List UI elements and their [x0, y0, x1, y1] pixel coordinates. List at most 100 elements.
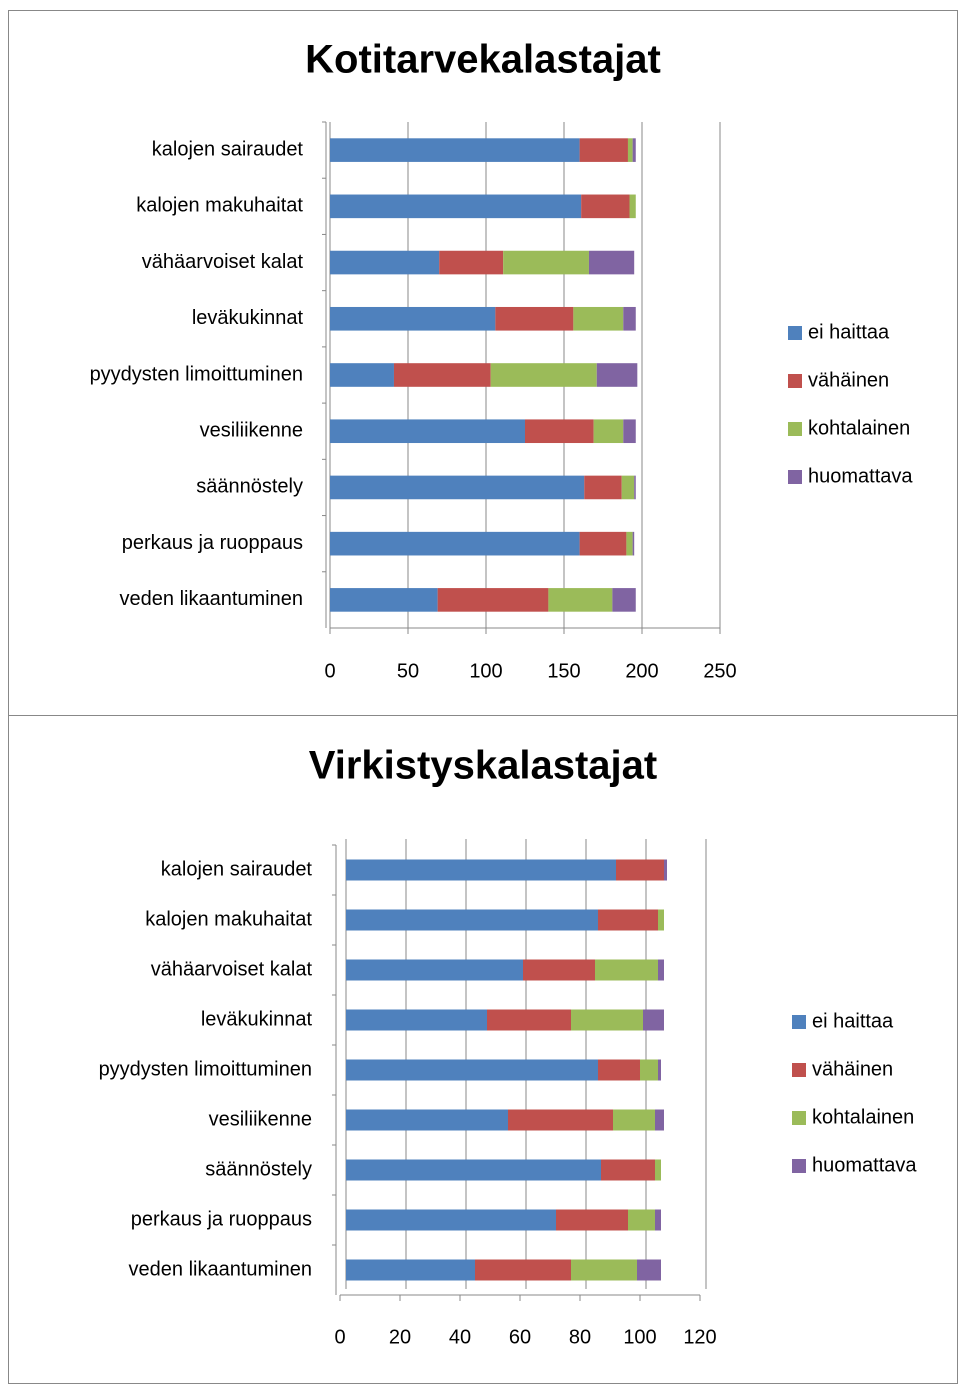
bar-segment [664, 859, 667, 881]
bar-segment [655, 1209, 661, 1231]
bar-segment [346, 1059, 598, 1081]
bar-segment [330, 419, 525, 444]
chart-title: Virkistyskalastajat [309, 744, 657, 788]
bar-segment [330, 250, 440, 275]
bar-segment [346, 1209, 556, 1231]
x-tick-label: 100 [623, 1326, 656, 1348]
bar-segment [330, 363, 394, 387]
bar-segment [487, 1009, 571, 1031]
bar-segment [655, 1159, 661, 1181]
legend-swatch [792, 1159, 806, 1173]
x-tick-label: 100 [469, 660, 502, 682]
legend-label: huomattava [808, 465, 913, 487]
legend-swatch [788, 326, 802, 340]
bar-segment [548, 588, 613, 612]
x-tick-label: 0 [334, 1326, 345, 1348]
bar-segment [579, 531, 627, 556]
chart-frame [8, 715, 958, 1384]
bar-segment [437, 588, 549, 612]
legend-swatch [792, 1015, 806, 1029]
bar-segment [503, 250, 589, 275]
x-tick-label: 120 [683, 1326, 716, 1348]
bar-segment [346, 1109, 508, 1131]
legend-label: huomattava [812, 1154, 917, 1176]
bar-segment [621, 475, 635, 500]
bar-segment [330, 588, 438, 612]
y-tick-label: veden likaantuminen [120, 588, 303, 610]
bar-segment [632, 138, 636, 162]
y-tick-label: vesiliikenne [209, 1108, 312, 1130]
bar-segment [581, 194, 630, 219]
bar-segment [346, 859, 616, 881]
y-tick-label: säännöstely [205, 1158, 312, 1180]
x-tick-label: 60 [509, 1326, 531, 1348]
bar-segment [330, 138, 580, 162]
y-tick-label: leväkukinnat [192, 307, 304, 329]
bar-segment [573, 306, 624, 331]
bar-segment [508, 1109, 613, 1131]
y-tick-label: vähäarvoiset kalat [142, 251, 304, 273]
legend-swatch [788, 374, 802, 388]
y-tick-label: kalojen sairaudet [152, 138, 304, 160]
bar-segment [346, 909, 598, 931]
bar-segment [595, 959, 658, 981]
y-tick-label: pyydysten limoittuminen [90, 363, 303, 385]
bar-segment [588, 250, 635, 275]
bar-segment [439, 250, 504, 275]
legend-label: ei haittaa [812, 1010, 894, 1032]
bar-segment [393, 363, 491, 387]
y-tick-label: perkaus ja ruoppaus [131, 1208, 312, 1230]
bar-segment [628, 1209, 655, 1231]
bar-segment [596, 363, 638, 387]
bar-segment [330, 531, 580, 556]
bar-segment [330, 194, 582, 219]
bar-segment [658, 909, 664, 931]
bar-segment [346, 1259, 475, 1281]
bar-segment [637, 1259, 661, 1281]
x-tick-label: 150 [547, 660, 580, 682]
x-tick-label: 250 [703, 660, 736, 682]
y-tick-label: kalojen makuhaitat [145, 908, 312, 930]
bar-segment [598, 1059, 640, 1081]
bar-segment [629, 194, 636, 219]
y-tick-label: säännöstely [196, 476, 303, 498]
y-tick-label: leväkukinnat [201, 1008, 313, 1030]
bar-segment [346, 1009, 487, 1031]
legend-label: kohtalainen [808, 417, 910, 439]
bar-segment [632, 531, 635, 556]
bar-segment [634, 475, 636, 500]
y-tick-label: veden likaantuminen [129, 1258, 312, 1280]
bar-segment [623, 419, 636, 444]
bar-segment [612, 588, 636, 612]
y-tick-label: kalojen makuhaitat [136, 195, 303, 217]
bar-segment [616, 859, 664, 881]
x-tick-label: 200 [625, 660, 658, 682]
x-tick-label: 50 [397, 660, 419, 682]
bar-segment [623, 306, 636, 331]
bar-segment [655, 1109, 664, 1131]
bar-segment [571, 1259, 637, 1281]
legend-label: vähäinen [808, 369, 889, 391]
bar-segment [330, 306, 496, 331]
bar-segment [490, 363, 597, 387]
bar-segment [627, 138, 633, 162]
bar-segment [330, 475, 585, 500]
bar-segment [584, 475, 622, 500]
legend-swatch [792, 1111, 806, 1125]
bar-segment [525, 419, 594, 444]
y-tick-label: vähäarvoiset kalat [151, 958, 313, 980]
chart-title: Kotitarvekalastajat [305, 38, 661, 82]
bar-segment [643, 1009, 664, 1031]
bar-segment [598, 909, 658, 931]
legend-swatch [788, 422, 802, 436]
x-tick-label: 40 [449, 1326, 471, 1348]
bar-segment [658, 959, 664, 981]
y-tick-label: perkaus ja ruoppaus [122, 532, 303, 554]
bar-segment [475, 1259, 571, 1281]
bar-segment [658, 1059, 661, 1081]
x-tick-label: 0 [324, 660, 335, 682]
bar-segment [346, 959, 523, 981]
bar-segment [571, 1009, 643, 1031]
bar-segment [346, 1159, 601, 1181]
